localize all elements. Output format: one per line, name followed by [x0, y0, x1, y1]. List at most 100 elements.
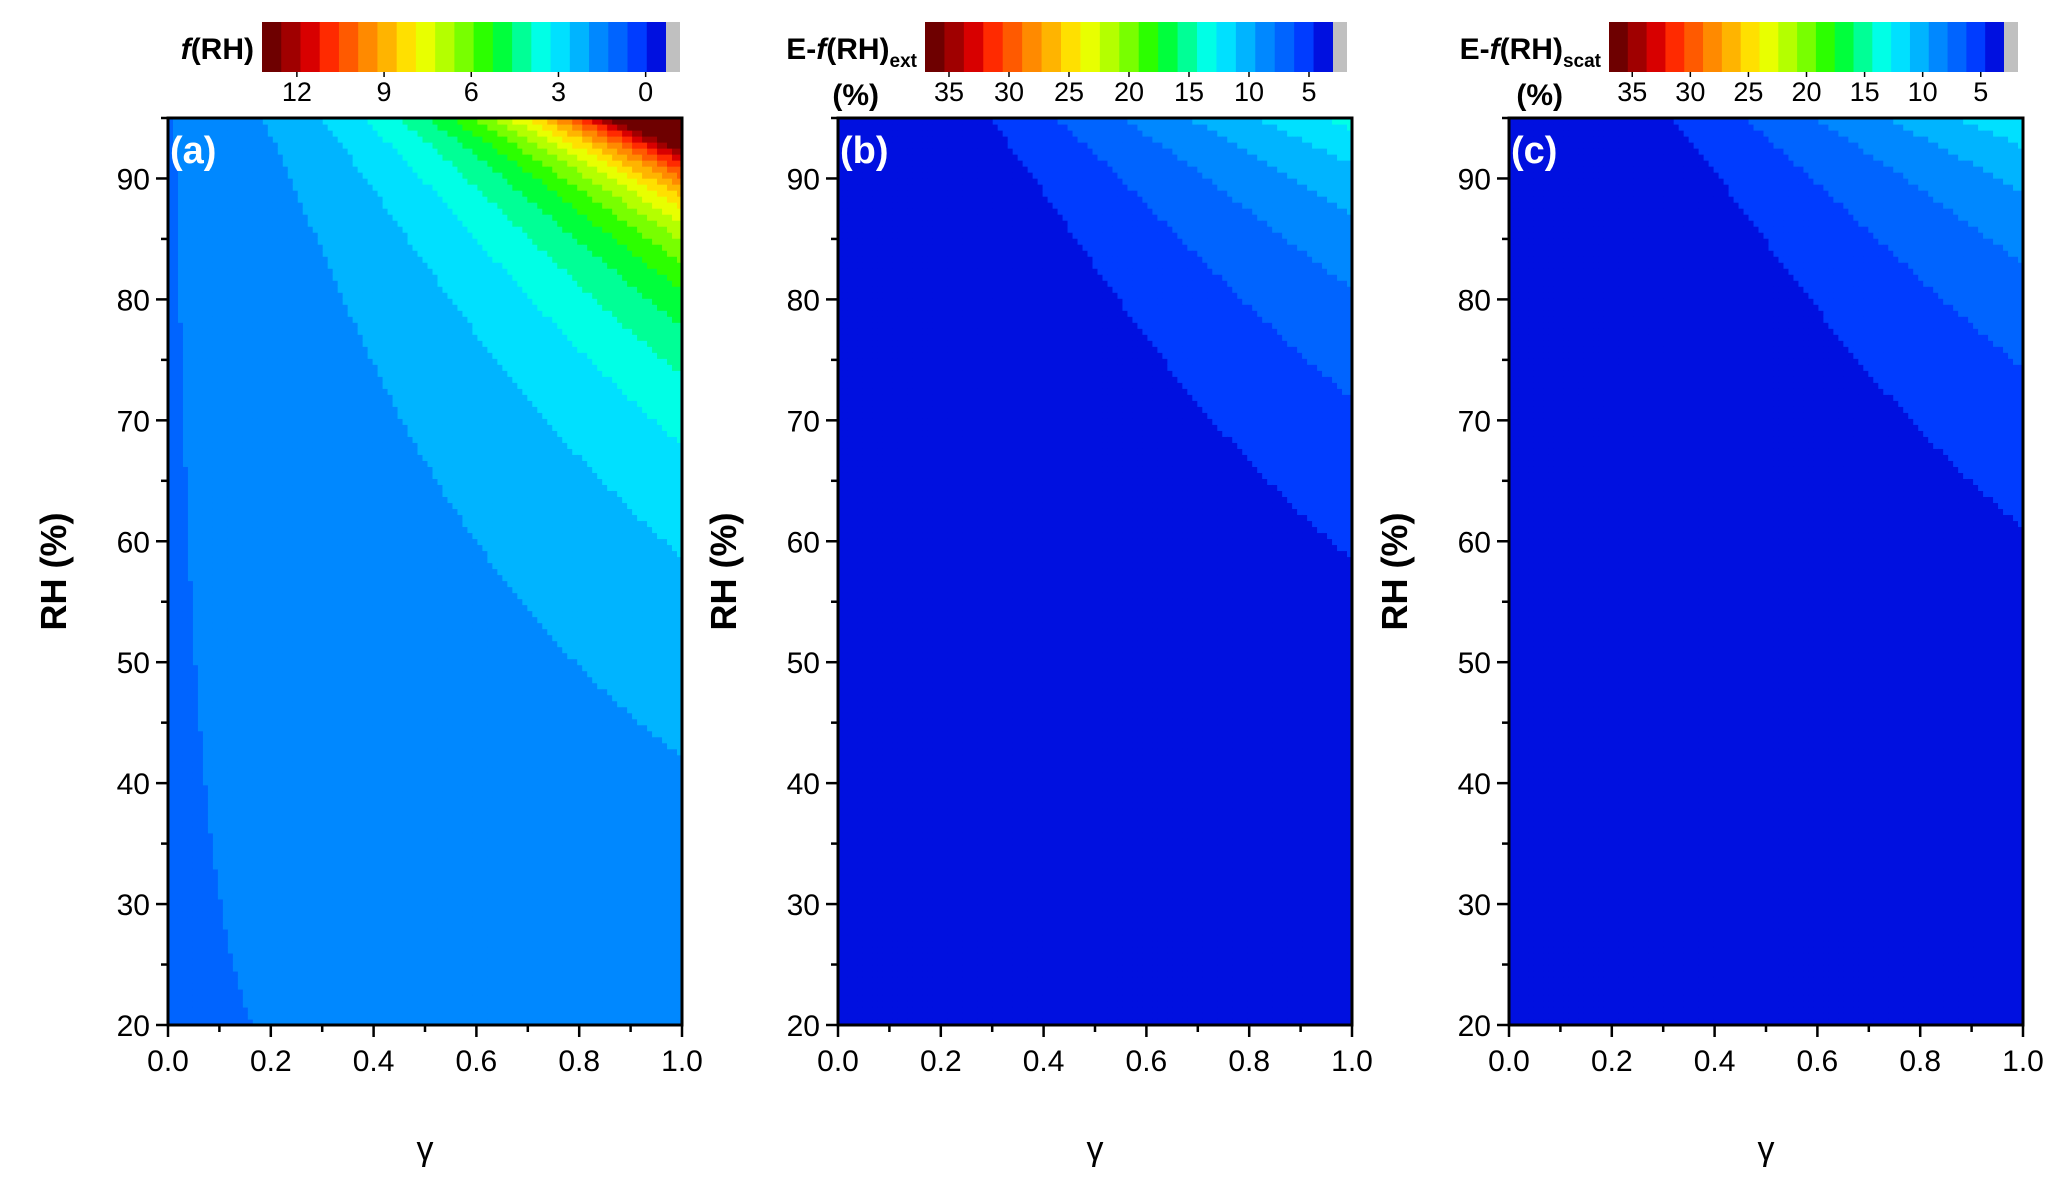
heatmap-cell — [247, 520, 254, 528]
heatmap-cell — [292, 610, 299, 618]
heatmap-cell — [217, 598, 224, 606]
heatmap-cell — [292, 406, 299, 413]
heatmap-cell — [297, 304, 304, 311]
heatmap-cell — [182, 760, 189, 768]
heatmap-cell — [267, 700, 274, 708]
heatmap-cell — [242, 736, 249, 744]
heatmap-cell — [182, 868, 189, 876]
heatmap-cell — [212, 268, 219, 275]
heatmap-cell — [252, 988, 259, 996]
heatmap-cell — [237, 1012, 244, 1020]
heatmap-cell — [312, 532, 319, 540]
heatmap-cell — [192, 712, 199, 720]
heatmap-cell — [192, 760, 199, 768]
heatmap-cell — [297, 844, 304, 852]
heatmap-cell — [262, 472, 269, 479]
heatmap-cell — [282, 496, 289, 504]
heatmap-cell — [207, 958, 214, 966]
heatmap-cell — [272, 430, 279, 437]
heatmap-cell — [212, 622, 219, 630]
heatmap-cell — [317, 958, 324, 966]
heatmap-cell — [222, 1018, 229, 1025]
heatmap-cell — [197, 1012, 204, 1020]
heatmap-cell — [322, 784, 329, 792]
heatmap-cell — [252, 292, 259, 299]
heatmap-cell — [252, 394, 259, 401]
heatmap-cell — [282, 454, 289, 461]
heatmap-cell — [317, 394, 324, 401]
heatmap-cell — [177, 628, 184, 636]
heatmap-cell — [287, 244, 294, 251]
heatmap-cell — [292, 304, 299, 311]
heatmap-cell — [182, 886, 189, 894]
heatmap-cell — [192, 826, 199, 834]
heatmap-cell — [217, 460, 224, 467]
heatmap-cell — [287, 190, 294, 197]
heatmap-cell — [237, 220, 244, 227]
heatmap-cell — [277, 328, 284, 335]
heatmap-cell — [277, 154, 284, 161]
heatmap-cell — [277, 850, 284, 858]
heatmap-cell — [312, 226, 319, 233]
heatmap-cell — [307, 574, 314, 582]
heatmap-cell — [262, 658, 269, 666]
heatmap-cell — [177, 706, 184, 714]
heatmap-cell — [202, 412, 209, 419]
heatmap-cell — [312, 736, 319, 744]
heatmap-cell — [297, 592, 304, 600]
heatmap-cell — [172, 976, 179, 984]
heatmap-cell — [312, 538, 319, 546]
heatmap-cell — [232, 286, 239, 293]
heatmap-cell — [237, 310, 244, 317]
heatmap-cell — [292, 256, 299, 263]
heatmap-cell — [247, 784, 254, 792]
heatmap-cell — [252, 928, 259, 936]
heatmap-cell — [222, 460, 229, 467]
heatmap-cell — [232, 928, 239, 936]
heatmap-cell — [307, 784, 314, 792]
heatmap-cell — [182, 508, 189, 516]
heatmap-cell — [192, 796, 199, 804]
heatmap-cell — [322, 994, 329, 1002]
heatmap-cell — [297, 418, 304, 425]
heatmap-cell — [292, 232, 299, 239]
heatmap-cell — [312, 580, 319, 588]
heatmap-cell — [227, 550, 234, 558]
heatmap-cell — [292, 184, 299, 191]
heatmap-cell — [302, 352, 309, 359]
heatmap-cell — [322, 946, 329, 954]
heatmap-cell — [172, 640, 179, 648]
heatmap-cell — [272, 436, 279, 443]
heatmap-cell — [307, 598, 314, 606]
heatmap-cell — [297, 976, 304, 984]
heatmap-cell — [312, 928, 319, 936]
heatmap-cell — [292, 370, 299, 377]
heatmap-cell — [312, 328, 319, 335]
heatmap-cell — [177, 256, 184, 263]
heatmap-cell — [247, 238, 254, 245]
heatmap-cell — [277, 412, 284, 419]
heatmap-cell — [302, 556, 309, 564]
heatmap-cell — [212, 280, 219, 287]
heatmap-cell — [297, 742, 304, 750]
heatmap-cell — [302, 658, 309, 666]
heatmap-cell — [172, 580, 179, 588]
heatmap-cell — [168, 970, 174, 978]
heatmap-cell — [217, 274, 224, 281]
heatmap-cell — [292, 922, 299, 930]
heatmap-cell — [272, 214, 279, 221]
heatmap-cell — [187, 970, 194, 978]
heatmap-cell — [192, 142, 199, 149]
heatmap-cell — [217, 550, 224, 558]
heatmap-cell — [302, 922, 309, 930]
heatmap-cell — [247, 154, 254, 161]
heatmap-cell — [307, 328, 314, 335]
heatmap-cell — [282, 688, 289, 696]
heatmap-cell — [322, 592, 329, 600]
heatmap-cell — [202, 922, 209, 930]
heatmap-cell — [242, 784, 249, 792]
heatmap-cell — [287, 934, 294, 942]
heatmap-cell — [292, 496, 299, 504]
heatmap-cell — [202, 256, 209, 263]
heatmap-cell — [292, 694, 299, 702]
